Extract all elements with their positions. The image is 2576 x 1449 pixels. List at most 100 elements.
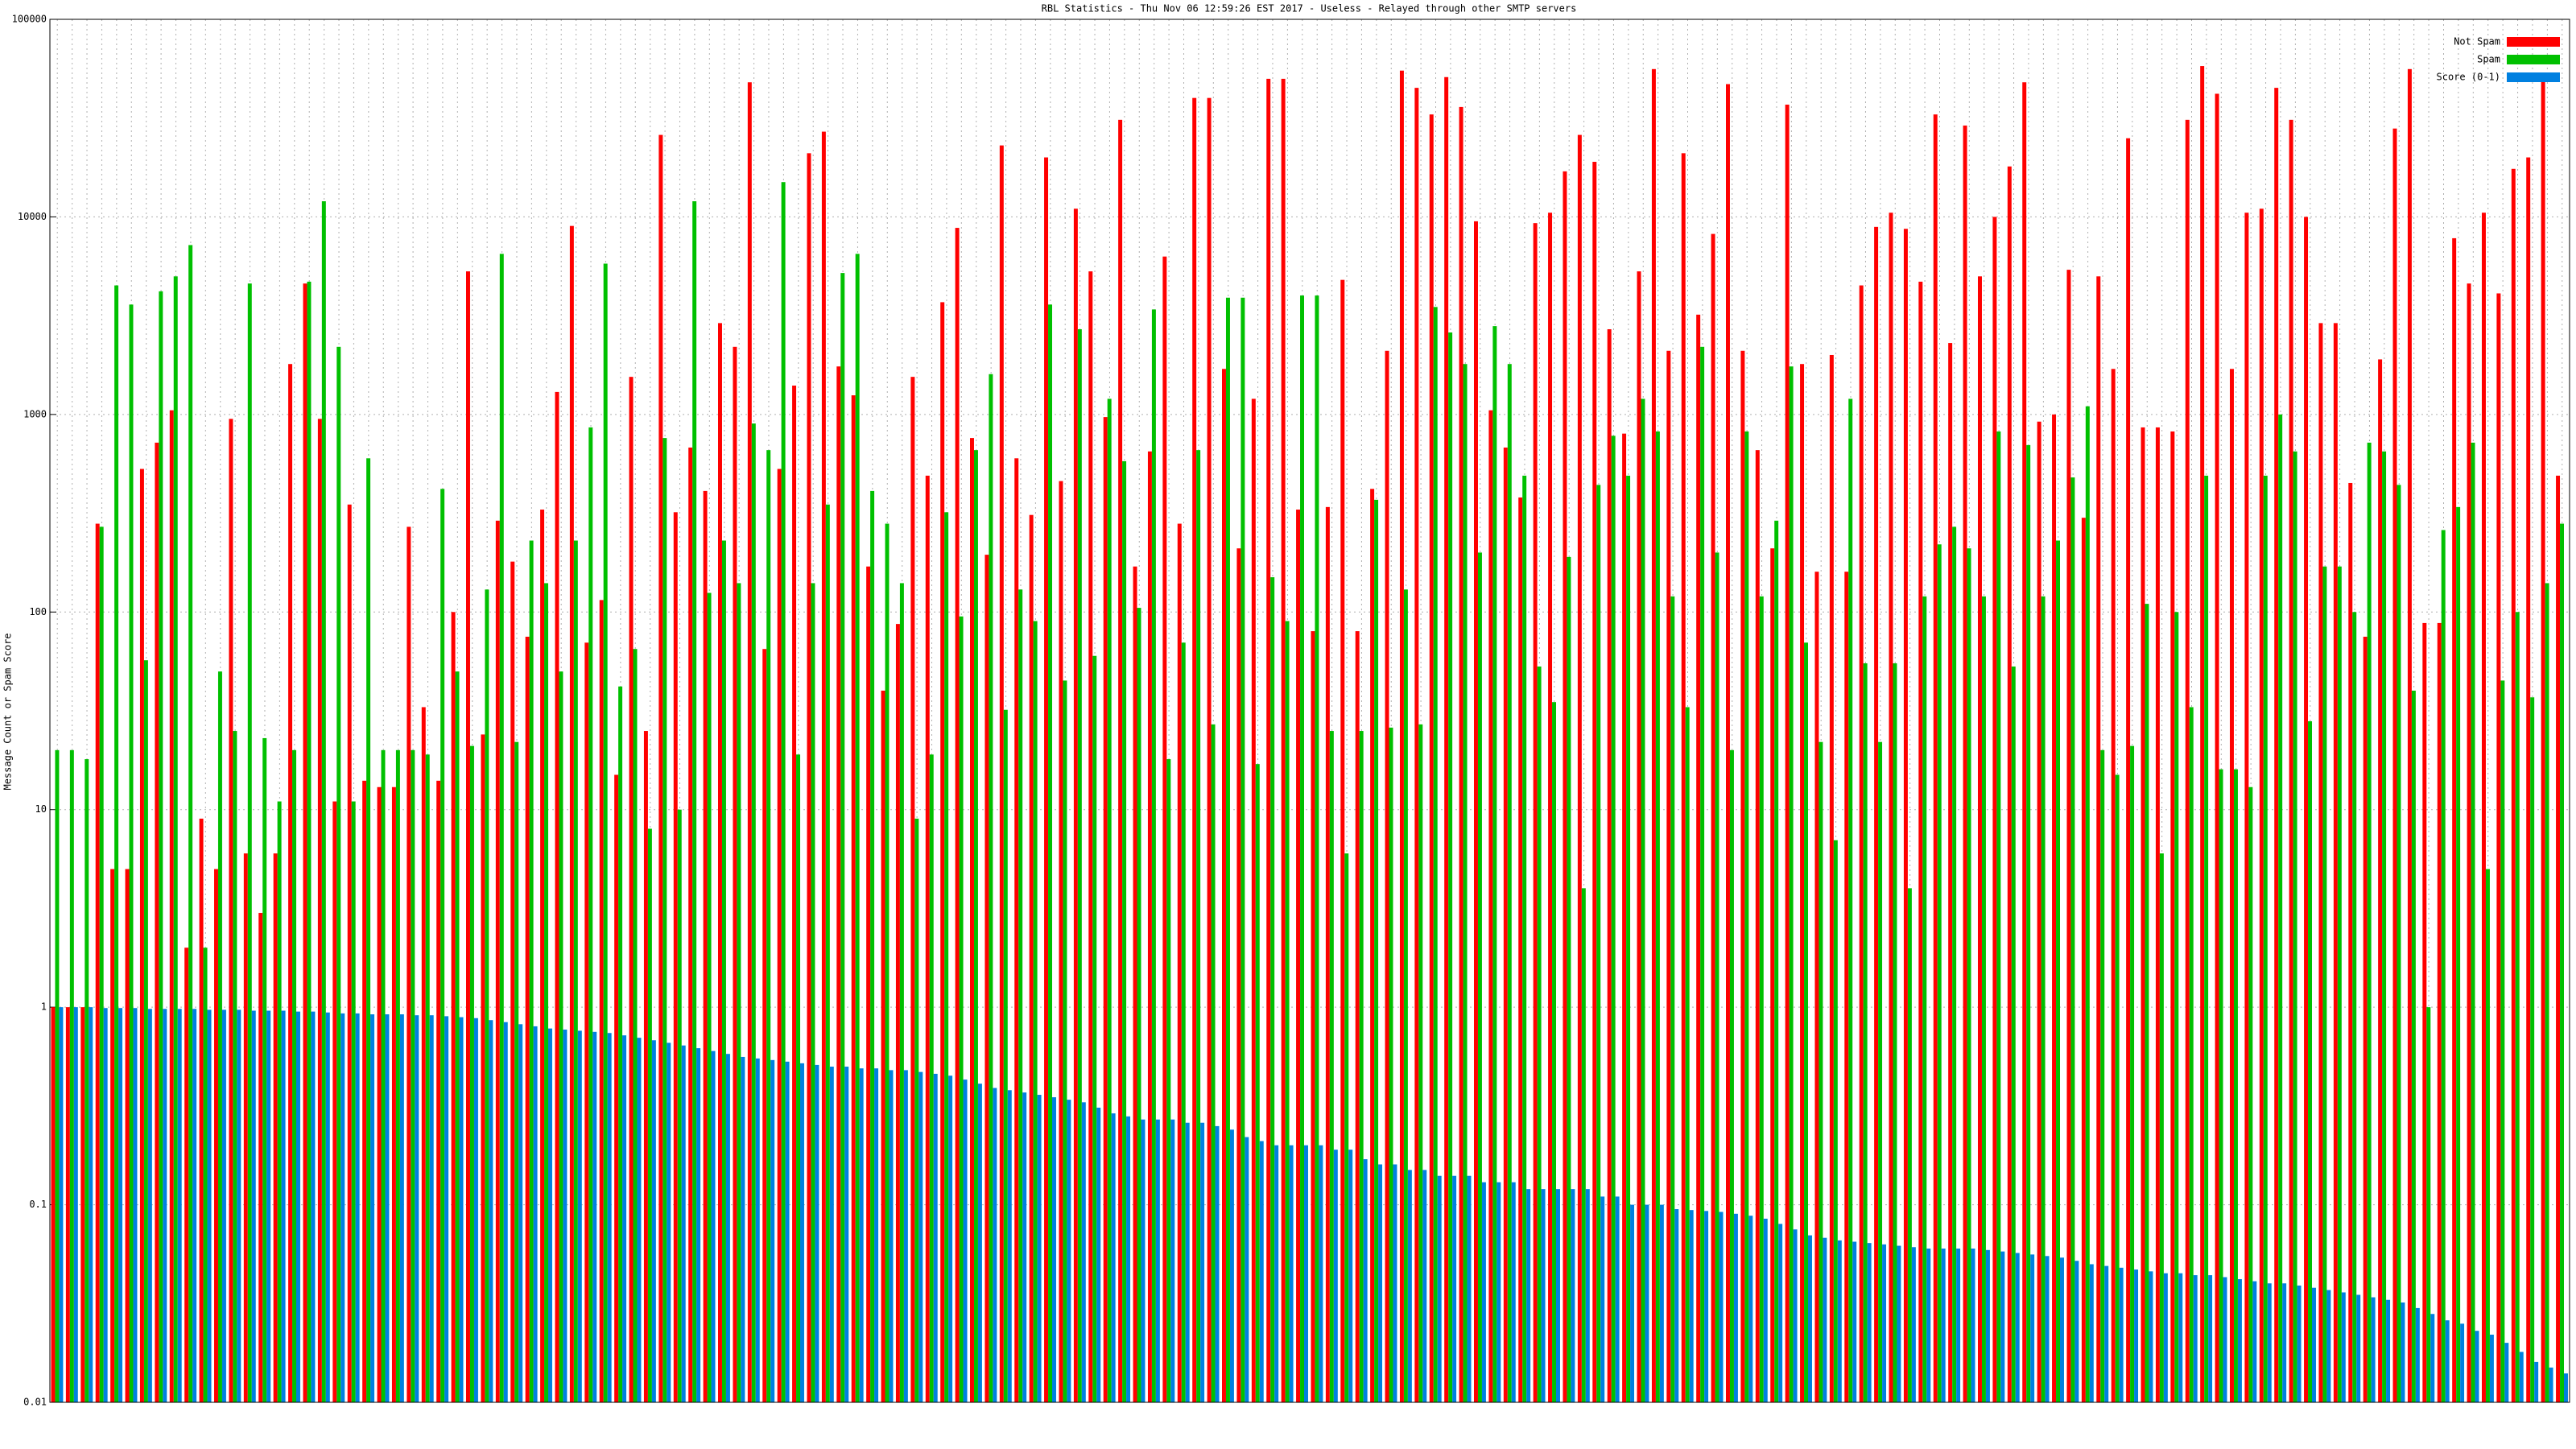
bar (2119, 1267, 2124, 1402)
bar (673, 512, 678, 1402)
bar (1577, 134, 1582, 1402)
bar (948, 1075, 953, 1402)
bar (963, 1080, 968, 1402)
bar (1393, 1164, 1397, 1402)
bar (2560, 523, 2565, 1403)
bar (1563, 171, 1567, 1402)
bar (1429, 114, 1434, 1403)
bar (2111, 369, 2116, 1403)
bar (1222, 369, 1226, 1403)
bar (815, 1064, 819, 1402)
bar (159, 291, 163, 1403)
bar (258, 913, 263, 1402)
bar (870, 490, 875, 1402)
bar (518, 1024, 523, 1402)
bar (1044, 157, 1049, 1402)
bar (1711, 233, 1715, 1403)
bar (321, 200, 326, 1402)
bar (1903, 229, 1908, 1403)
bar (544, 583, 549, 1402)
bar (1092, 655, 1097, 1402)
bar (2081, 518, 2086, 1402)
bar (2274, 88, 2279, 1402)
bar (836, 366, 841, 1403)
bar (1126, 1116, 1131, 1402)
bar (143, 660, 148, 1402)
bar (2193, 1275, 2198, 1402)
bar (1774, 520, 1779, 1402)
bar (2252, 1281, 2257, 1402)
bar (1971, 1249, 1975, 1402)
bar (737, 583, 741, 1402)
bar (2030, 1254, 2035, 1402)
bar (1859, 285, 1864, 1402)
bar (199, 818, 204, 1402)
bar (2041, 596, 2046, 1402)
bar (755, 1058, 760, 1402)
bar (1878, 741, 1883, 1402)
bar (1304, 1145, 1308, 1402)
bar (1645, 1204, 1649, 1402)
bar (1893, 663, 1897, 1402)
bar (336, 346, 341, 1402)
bar (929, 754, 934, 1402)
bar (821, 131, 826, 1403)
bar (1948, 343, 1953, 1402)
bar (1211, 724, 1216, 1402)
bar (147, 1009, 152, 1402)
bar (317, 419, 322, 1402)
bar (455, 671, 460, 1402)
bar (459, 1017, 464, 1402)
legend-swatch (2507, 55, 2560, 64)
bar (1225, 297, 1230, 1403)
bar (217, 671, 222, 1402)
bar (1374, 499, 1379, 1402)
bar (59, 1007, 64, 1402)
bar (2052, 414, 2057, 1402)
bar (103, 1008, 108, 1402)
bar (1759, 596, 1764, 1402)
bar (1300, 295, 1305, 1402)
bar (1281, 78, 1286, 1403)
bar (362, 780, 367, 1402)
bar (1052, 1097, 1056, 1402)
bar (1018, 589, 1023, 1402)
bar (1348, 1150, 1353, 1402)
bar (69, 749, 74, 1402)
bar (1325, 506, 1330, 1402)
bar (425, 754, 430, 1402)
bar (703, 490, 708, 1402)
bar (2244, 213, 2249, 1402)
bar (1385, 350, 1389, 1402)
bar (1245, 1137, 1249, 1402)
bar (940, 302, 945, 1403)
bar (1800, 364, 1805, 1403)
bar (1607, 328, 1612, 1402)
bar (2456, 506, 2461, 1402)
bar (1063, 680, 1067, 1402)
bar (1463, 364, 1468, 1403)
bar (366, 458, 371, 1402)
bar (1003, 709, 1008, 1402)
bar (469, 745, 474, 1402)
bar (1552, 702, 1557, 1402)
bar (489, 1020, 493, 1402)
bar (2263, 475, 2268, 1403)
bar (411, 749, 415, 1402)
bar (2085, 406, 2090, 1402)
bar (1059, 481, 1063, 1402)
bar (395, 749, 400, 1402)
bar (1037, 1095, 1042, 1402)
bar (603, 263, 608, 1402)
bar (266, 1010, 271, 1402)
bar (1192, 97, 1197, 1402)
bar (977, 1084, 982, 1402)
bar (1696, 314, 1701, 1402)
bar (1370, 489, 1375, 1402)
bar (663, 438, 667, 1402)
bar (233, 731, 237, 1402)
bar (2430, 1314, 2435, 1402)
bar (129, 304, 134, 1403)
bar (2278, 414, 2283, 1402)
bar (510, 561, 515, 1402)
